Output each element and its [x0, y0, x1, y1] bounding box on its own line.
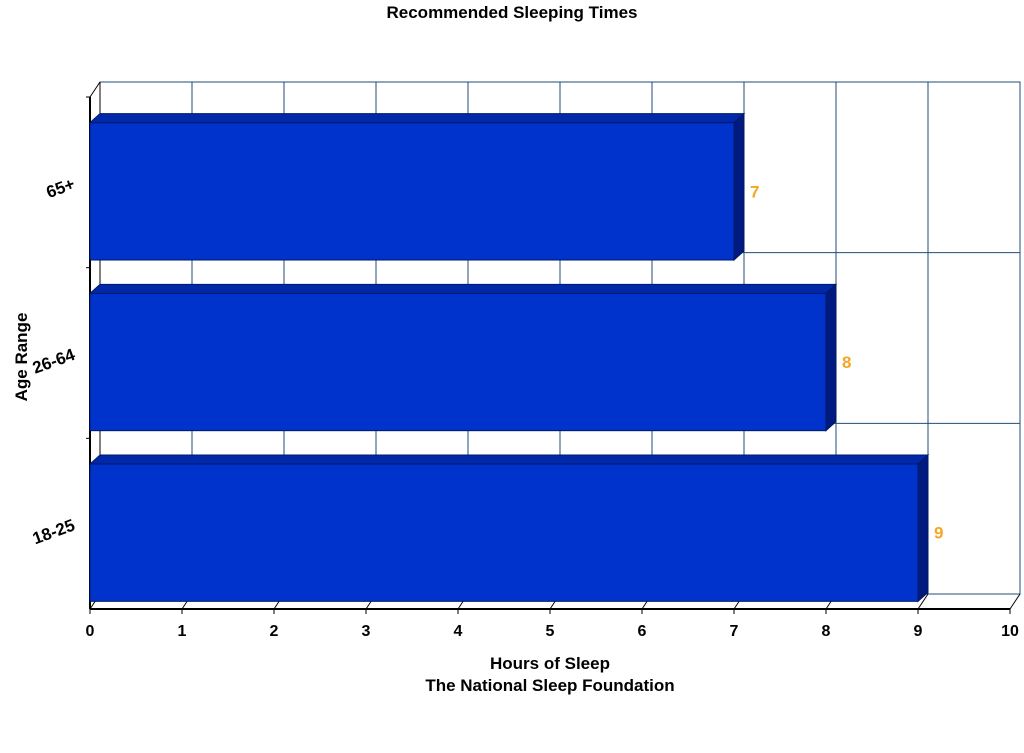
x-tick-label: 5	[546, 623, 555, 640]
bar-top	[88, 283, 838, 294]
bar-side	[917, 453, 929, 603]
x-floor-line	[917, 593, 929, 610]
x-axis-label: Hours of Sleep	[490, 654, 610, 673]
x-tick-label: 4	[454, 623, 463, 640]
bar	[89, 463, 919, 602]
x-tick-label: 3	[362, 623, 371, 640]
data-label: 8	[842, 353, 851, 372]
x-tick-label: 8	[822, 623, 831, 640]
bar-top	[88, 454, 930, 465]
x-tick-label: 7	[730, 623, 739, 640]
bar-top	[88, 113, 746, 124]
chart-title: Recommended Sleeping Times	[386, 3, 638, 22]
x-tick-label: 6	[638, 623, 647, 640]
bar-side	[825, 283, 837, 432]
y-tick-label: 18-25	[30, 516, 77, 549]
x-tick-label: 0	[86, 623, 95, 640]
left-wall-top	[89, 81, 101, 98]
bar	[89, 122, 735, 261]
y-tick-label: 26-64	[30, 345, 78, 378]
y-tick-label: 65+	[44, 174, 78, 202]
bar	[89, 292, 827, 432]
x-floor-line	[1009, 593, 1021, 610]
bar-side	[733, 112, 745, 262]
x-tick-label: 1	[178, 623, 187, 640]
data-label: 9	[934, 524, 943, 543]
x-tick-label: 10	[1001, 623, 1019, 640]
data-label: 7	[750, 182, 759, 201]
x-tick-label: 9	[914, 623, 923, 640]
x-axis-sublabel: The National Sleep Foundation	[425, 676, 675, 695]
x-tick-label: 2	[270, 623, 279, 640]
